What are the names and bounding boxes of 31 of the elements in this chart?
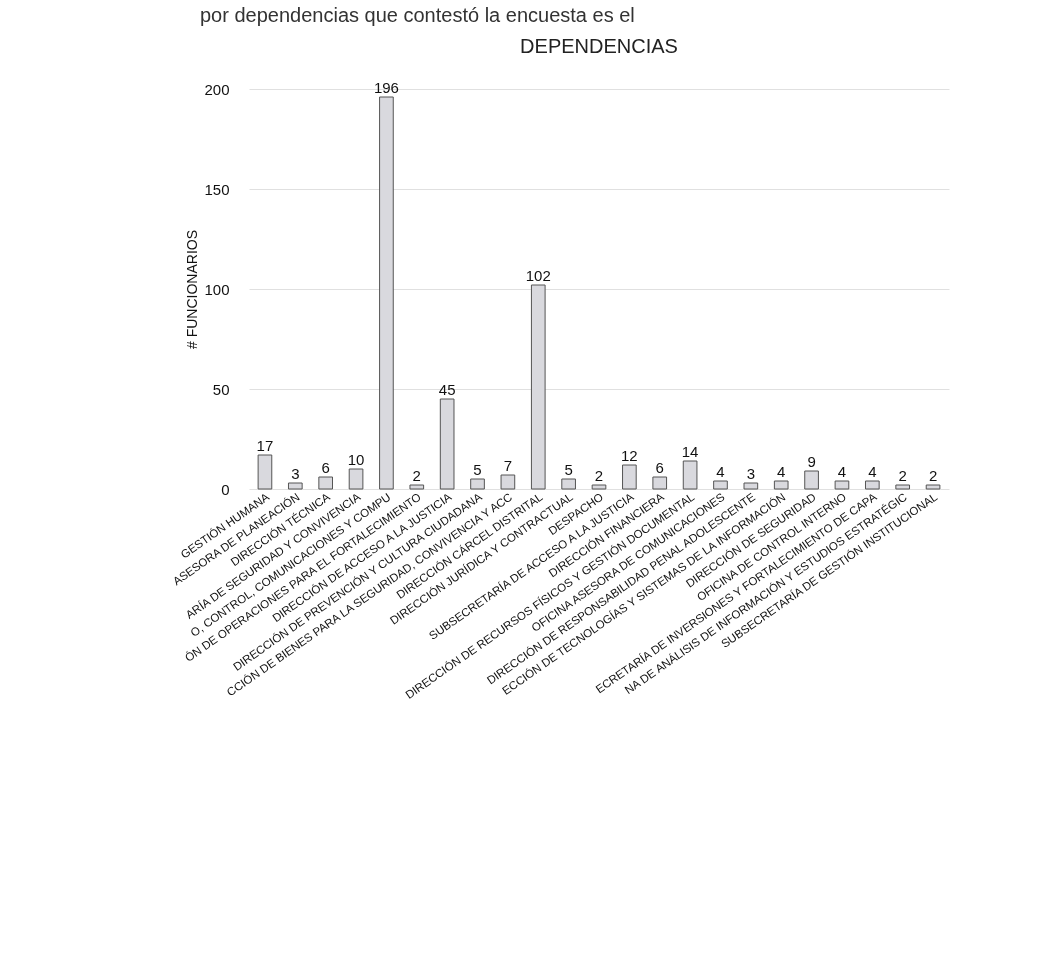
data-label: 2 xyxy=(898,467,907,484)
data-label: 7 xyxy=(503,457,513,474)
data-label: 45 xyxy=(438,381,456,398)
data-label: 2 xyxy=(412,467,421,484)
data-label: 4 xyxy=(837,463,847,480)
y-tick-label: 200 xyxy=(204,80,230,98)
data-label: 3 xyxy=(746,465,756,482)
data-label: 12 xyxy=(621,447,638,464)
data-label: 196 xyxy=(373,79,399,96)
y-axis-title: # FUNCIONARIOS xyxy=(184,229,201,350)
y-tick-label: 0 xyxy=(221,480,230,498)
data-label: 6 xyxy=(655,459,664,476)
data-label: 17 xyxy=(256,437,274,454)
chart-title: DEPENDENCIAS xyxy=(520,35,678,57)
y-tick-label: 150 xyxy=(204,180,230,198)
y-tick-label: 50 xyxy=(212,380,230,398)
data-label: 3 xyxy=(291,465,300,482)
data-label: 4 xyxy=(777,463,786,480)
y-tick-label: 100 xyxy=(204,280,230,298)
data-label: 5 xyxy=(473,461,482,478)
data-label: 4 xyxy=(868,463,877,480)
data-label: 6 xyxy=(321,459,330,476)
data-label: 2 xyxy=(594,467,604,484)
data-label: 4 xyxy=(716,463,725,480)
data-label: 5 xyxy=(564,461,573,478)
data-label: 2 xyxy=(928,467,938,484)
data-label: 10 xyxy=(347,451,365,468)
data-label: 9 xyxy=(807,453,816,470)
data-label: 14 xyxy=(681,443,699,460)
text: por dependencias que contestó la encuesta es el xyxy=(200,4,636,27)
data-label: 102 xyxy=(525,267,551,284)
